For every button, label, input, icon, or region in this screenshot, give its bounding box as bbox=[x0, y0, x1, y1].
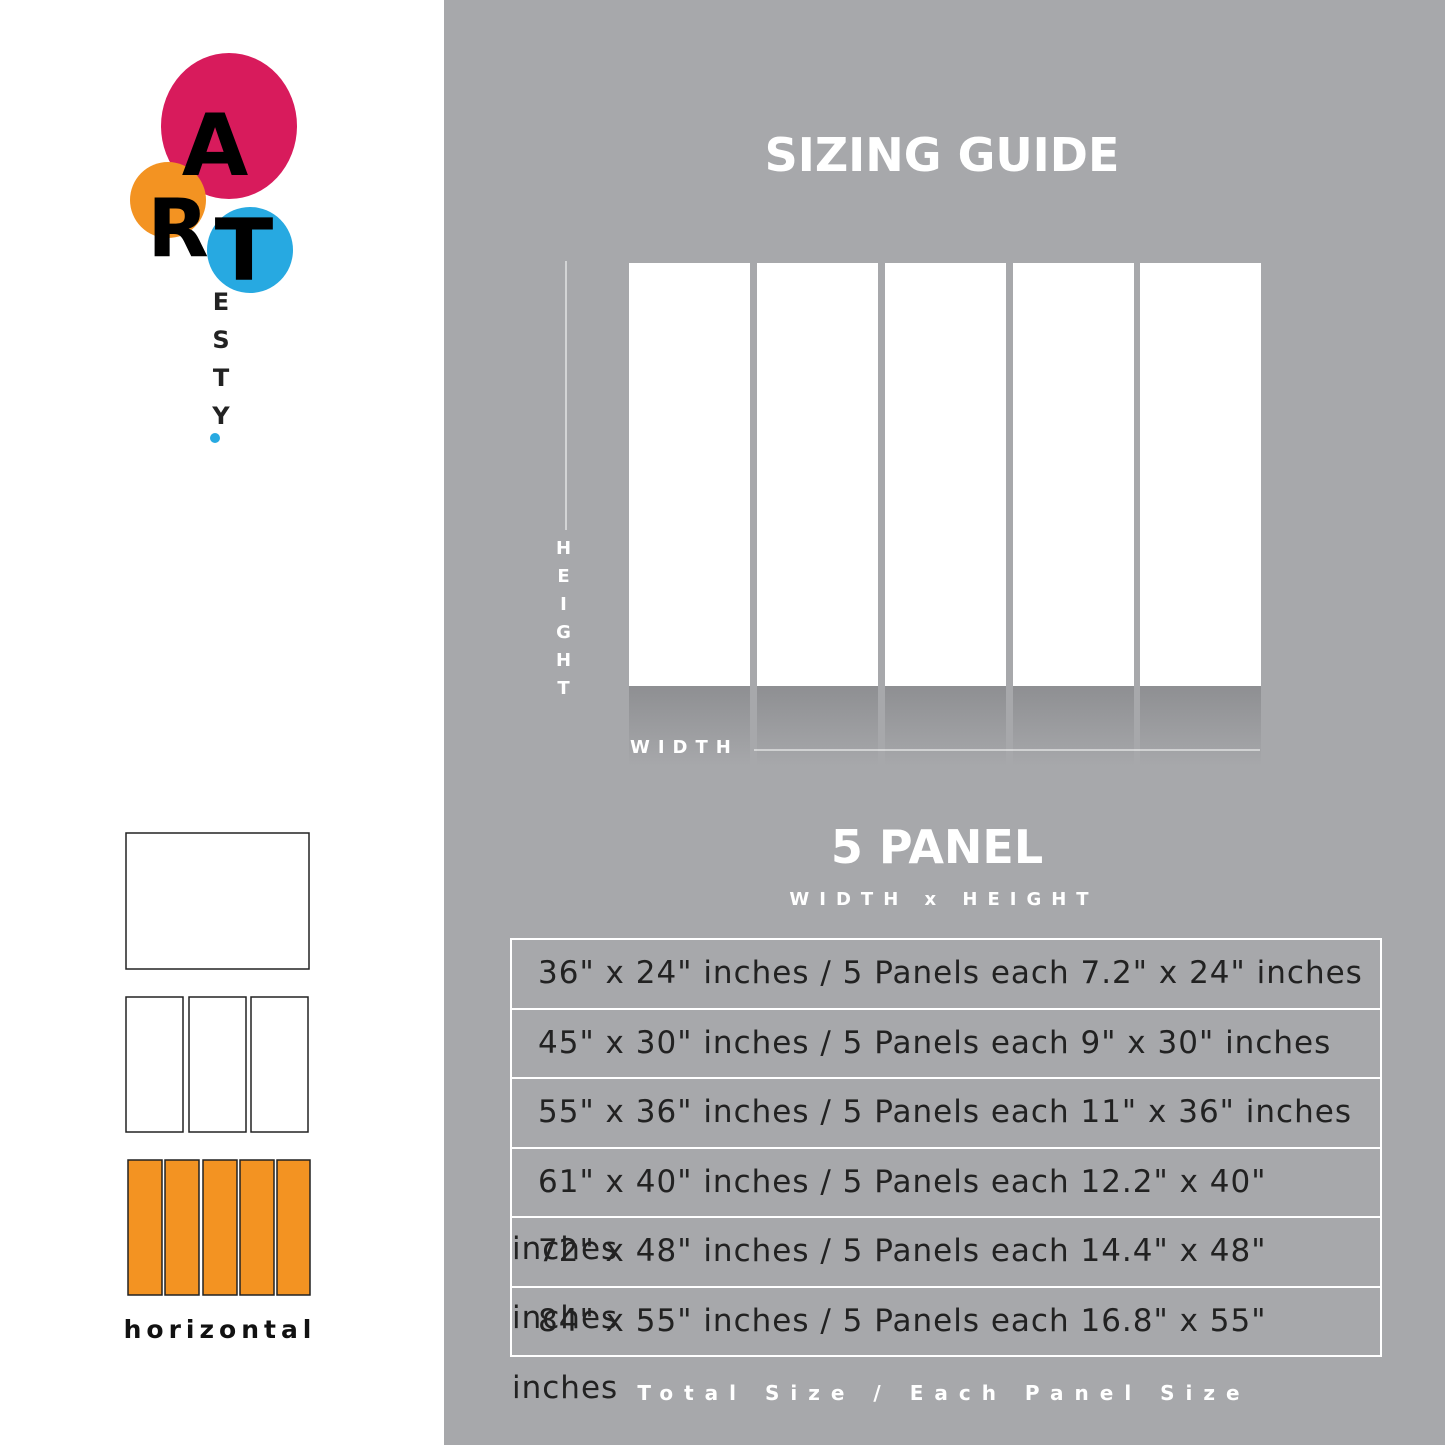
size-row: 45" x 30" inches / 5 Panels each 9" x 30… bbox=[510, 1007, 1382, 1079]
logo-subtitle: ESTY bbox=[207, 288, 235, 440]
size-row: 72" x 48" inches / 5 Panels each 14.4" x… bbox=[510, 1216, 1382, 1336]
layout-icon bbox=[125, 996, 184, 1133]
logo-dot bbox=[210, 433, 220, 443]
logo-letter: R bbox=[147, 182, 209, 275]
logo-letter: T bbox=[215, 201, 274, 301]
height-label: HEIGHT bbox=[553, 538, 574, 706]
size-text: 84" x 55" inches / 5 Panels each 16.8" x… bbox=[512, 1302, 1267, 1406]
layout-icon bbox=[125, 832, 310, 970]
size-text: 45" x 30" inches / 5 Panels each 9" x 30… bbox=[538, 1024, 1332, 1061]
size-row: 84" x 55" inches / 5 Panels each 16.8" x… bbox=[510, 1285, 1382, 1406]
layout-icon bbox=[250, 996, 309, 1133]
size-text: 55" x 36" inches / 5 Panels each 11" x 3… bbox=[538, 1094, 1352, 1130]
size-text: 36" x 24" inches / 5 Panels each 7.2" x … bbox=[538, 955, 1363, 991]
dimension-order: WIDTH x HEIGHT bbox=[789, 889, 1099, 910]
layout-icon bbox=[188, 996, 247, 1133]
size-row: 55" x 36" inches / 5 Panels each 11" x 3… bbox=[510, 1077, 1382, 1149]
size-row: 36" x 24" inches / 5 Panels each 7.2" x … bbox=[510, 938, 1382, 1010]
width-label: WIDTH bbox=[630, 737, 739, 758]
logo-blob bbox=[207, 207, 293, 293]
footer: Total Size / Each Panel Size bbox=[637, 1381, 1251, 1405]
logo-blob bbox=[130, 162, 206, 238]
panel-diagram bbox=[565, 261, 1261, 766]
logo-blob bbox=[161, 53, 297, 199]
layout-icon-selected bbox=[127, 1159, 311, 1296]
logo-letter: A bbox=[182, 96, 249, 196]
size-text: 72" x 48" inches / 5 Panels each 14.4" x… bbox=[512, 1233, 1267, 1336]
panel-title: 5 PANEL bbox=[830, 820, 1044, 874]
size-text: 61" x 40" inches / 5 Panels each 12.2" x… bbox=[512, 1163, 1267, 1267]
size-row: 61" x 40" inches / 5 Panels each 12.2" x… bbox=[510, 1146, 1382, 1267]
title: SIZING GUIDE bbox=[764, 128, 1120, 182]
orientation-label: horizontal bbox=[123, 1315, 317, 1344]
